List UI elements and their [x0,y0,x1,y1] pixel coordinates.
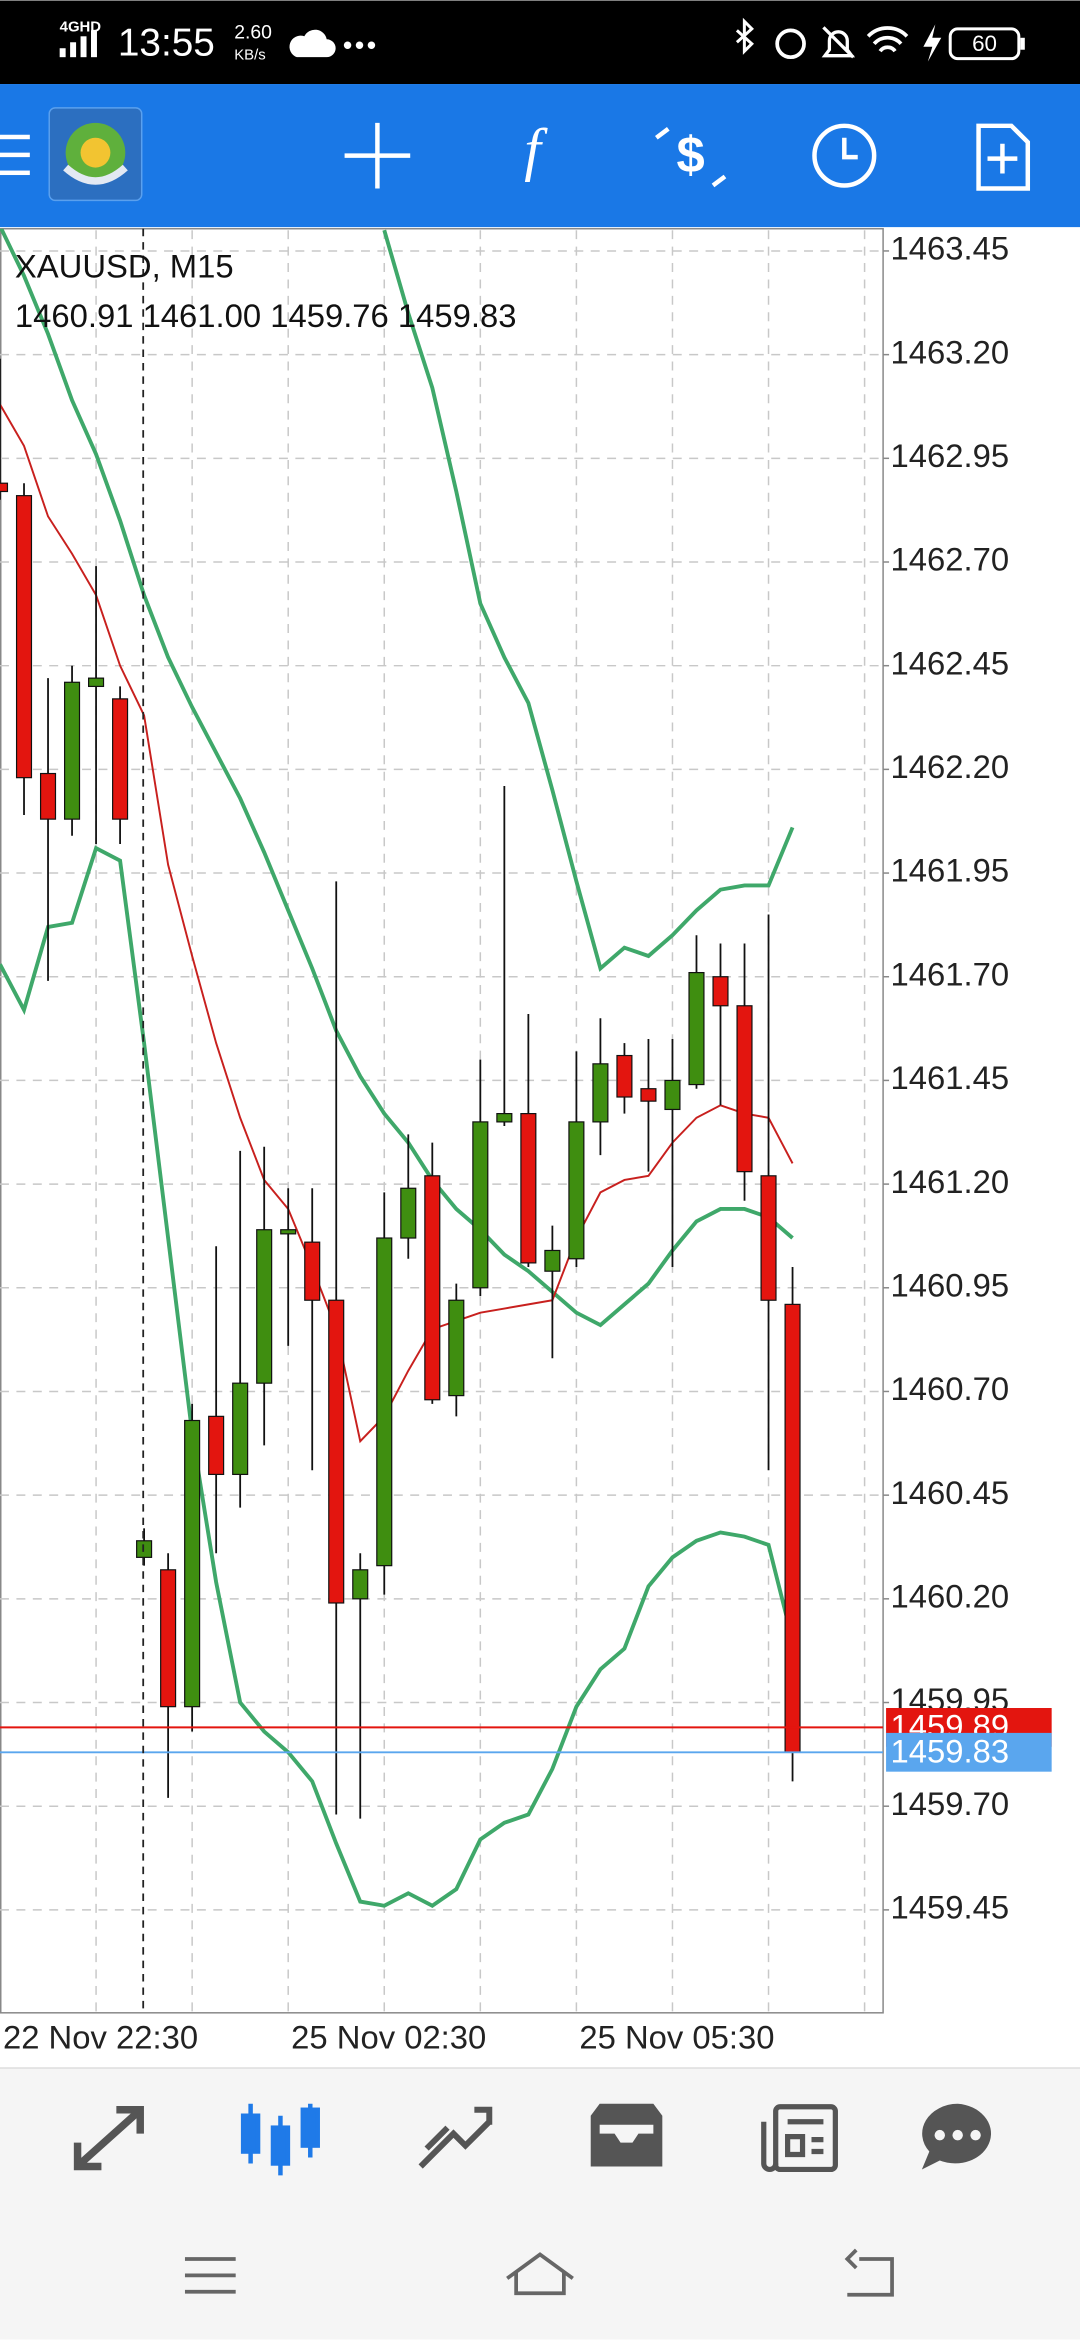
network: 4GHD [60,19,102,35]
candle-body [520,1113,537,1264]
y-tick-label: 1460.95 [891,1266,1010,1303]
candle-body [160,1569,177,1708]
indicator-line [0,845,795,1908]
candle-body [544,1249,561,1272]
candle-body [448,1299,465,1397]
quotes-tab[interactable] [73,2106,144,2171]
battery-icon [948,27,1021,61]
y-tick-label: 1459.45 [891,1889,1010,1926]
more-icon [343,41,376,49]
candle-body [184,1419,201,1708]
candle-body [352,1569,369,1600]
net-speed-unit: KB/s [234,48,265,64]
candle-body [496,1113,513,1123]
wifi-icon [866,26,909,53]
y-tick-label: 1461.70 [891,955,1010,992]
plot [0,228,884,1908]
candle-body [39,772,57,820]
menu-button[interactable] [0,134,30,176]
news-tab[interactable] [761,2104,838,2173]
candle-body [736,1005,753,1173]
system-back[interactable] [844,2248,894,2297]
svg-text:$: $ [677,126,705,183]
candle-body [472,1121,489,1289]
bottom-nav [0,2068,1080,2340]
trade-button[interactable]: $ [655,126,727,188]
y-tick-label: 1462.95 [891,437,1010,474]
plot-frame [0,227,884,2014]
candle-body [616,1054,633,1098]
candle-body [328,1299,345,1604]
indicator-line [0,403,794,1444]
candle-body [640,1088,657,1102]
y-tick-label: 1460.70 [891,1370,1010,1407]
candle-body [568,1121,585,1260]
price-label: 1459.83 [891,1732,1010,1769]
candle-body [0,482,9,493]
candle-body [280,1229,297,1235]
x-tick-label: 22 Nov 22:30 [3,2018,198,2055]
signal-icon [59,30,97,58]
battery-level: 60 [972,31,997,56]
battery-tip [1020,37,1025,50]
y-tick-label: 1461.45 [891,1059,1010,1096]
charge-icon [923,24,942,62]
chat-tab[interactable] [921,2103,992,2170]
indicator-line [382,229,795,972]
x-tick-label: 25 Nov 02:30 [291,2018,486,2055]
y-tick-label: 1460.20 [891,1578,1010,1615]
crosshair-button[interactable] [344,122,411,189]
y-tick-label: 1461.20 [891,1163,1010,1200]
y-tick-label: 1462.20 [891,748,1010,785]
candle-body [664,1079,681,1111]
bluetooth-icon [735,17,754,55]
x-tick-label: 25 Nov 05:30 [579,2018,774,2055]
candle-body [136,1540,153,1558]
candle-body [256,1229,273,1384]
cloud-icon [289,29,336,58]
system-menu[interactable] [184,2257,236,2294]
candle-body [376,1237,393,1567]
timeframe-button[interactable] [812,123,877,188]
trade-tab[interactable] [418,2106,493,2169]
candle-body [760,1175,777,1301]
candle-body [88,677,105,688]
alarm-icon [775,28,806,60]
clock: 13:55 [118,21,215,64]
candle-body [592,1063,609,1123]
candle-body [304,1241,321,1301]
candle-body [712,976,729,1007]
candle-body [63,681,81,820]
y-tick-label: 1463.20 [891,333,1010,370]
candle-body [15,495,33,779]
y-tick-label: 1461.95 [891,852,1010,889]
y-tick-label: 1462.70 [891,541,1010,578]
candle-body [784,1303,801,1753]
candle-body [688,971,705,1086]
new-order-button[interactable] [976,123,1031,191]
y-tick-label: 1463.45 [891,230,1010,267]
app-logo[interactable] [48,107,143,202]
candle-body [232,1382,249,1476]
y-tick-label: 1460.45 [891,1474,1010,1511]
axis: 1463.45 1463.20 1462.95 1462.70 1462.45 1462.… [3,230,1052,2055]
y-tick-label: 1459.70 [891,1785,1010,1822]
history-tab[interactable] [590,2103,663,2167]
ohlc-readout: 1460.91 1461.00 1459.76 1459.83 [15,297,517,334]
mute-icon [821,26,856,59]
y-tick-label: 1462.45 [891,644,1010,681]
net-speed: 2.60 [234,21,272,43]
candle-body [400,1187,417,1239]
candle-body [112,698,129,820]
chart-tab[interactable] [240,2103,320,2176]
candle-body [208,1415,225,1476]
chart-title: XAUUSD, M15 [15,248,234,285]
toolbar [0,84,1080,228]
candle-body [424,1175,441,1401]
price-label-box [886,1732,1052,1772]
indicator-line [0,228,794,1328]
system-home[interactable] [506,2252,574,2296]
